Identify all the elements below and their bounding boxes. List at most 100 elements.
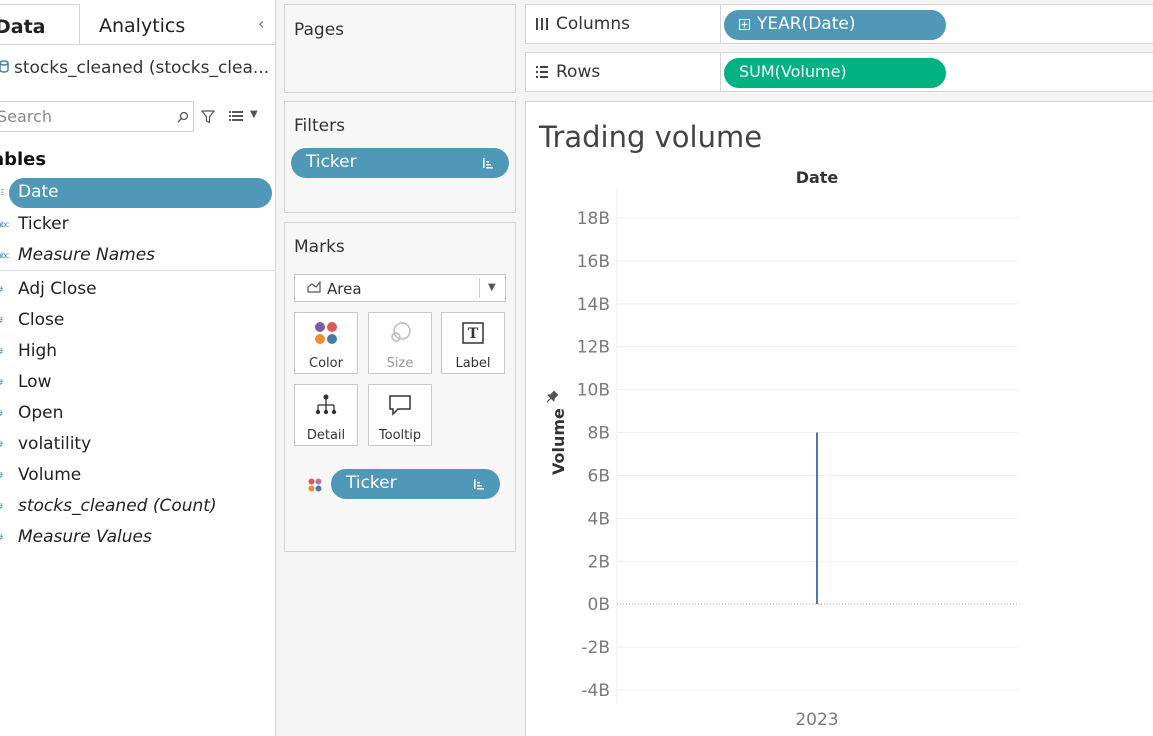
data-pane: Data Analytics ‹ stocks_cleaned (stocks_…	[0, 0, 276, 736]
columns-shelf-label: Columns	[556, 14, 630, 34]
field-label: Ticker	[18, 214, 69, 234]
field-item[interactable]: ☷ Date	[0, 178, 275, 208]
rows-icon	[536, 66, 548, 78]
chevron-down-icon[interactable]: ▼	[250, 109, 258, 120]
filter-pill-ticker[interactable]: Ticker	[291, 148, 509, 178]
x-category-label: 2023	[795, 710, 838, 730]
chevron-down-icon: ▼	[488, 282, 496, 293]
field-label: Date	[18, 182, 59, 202]
field-item[interactable]: # Measure Values	[0, 523, 275, 553]
string-field-icon: abc	[0, 220, 9, 229]
size-button[interactable]: Size	[368, 312, 432, 374]
field-label: volatility	[18, 434, 92, 454]
tab-analytics[interactable]: Analytics	[99, 15, 186, 37]
y-tick-label: -4B	[581, 681, 610, 701]
worksheet-view[interactable]: Trading volume 18B 16B 14B 12B 10B 8B 6B 4B 2B 0B…	[525, 101, 1153, 736]
dropdown-separator	[479, 278, 480, 298]
field-item[interactable]: abc Measure Names	[0, 241, 275, 271]
field-item[interactable]: # Adj Close	[0, 275, 275, 305]
color-pill-label: Ticker	[346, 473, 397, 493]
string-field-icon: abc	[0, 251, 9, 260]
field-label: Measure Names	[18, 245, 156, 265]
text-label-icon: T	[462, 322, 484, 344]
measure-field-icon: #	[0, 378, 4, 387]
filter-icon[interactable]	[201, 110, 215, 124]
label-button-label: Label	[455, 356, 491, 371]
worksheet-title: Trading volume	[539, 120, 763, 154]
y-tick-label: 4B	[588, 509, 610, 529]
shelf-divider	[720, 5, 721, 43]
column-header-date: Date	[796, 168, 839, 187]
rows-pill-label: SUM(Volume)	[739, 62, 847, 81]
measure-field-icon: #	[0, 471, 4, 480]
dimension-measure-divider	[0, 270, 275, 271]
columns-icon	[536, 18, 548, 30]
field-label: High	[18, 341, 58, 361]
field-search-box[interactable]	[0, 101, 194, 132]
field-item[interactable]: # stocks_cleaned (Count)	[0, 492, 275, 522]
detail-button[interactable]: Detail	[294, 384, 358, 446]
field-item[interactable]: # Open	[0, 399, 275, 429]
columns-shelf[interactable]: Columns YEAR(Date)	[525, 4, 1153, 44]
pages-title: Pages	[294, 20, 345, 40]
pane-tabs: Data Analytics ‹	[0, 0, 275, 45]
rows-pill-sum-volume[interactable]: SUM(Volume)	[724, 58, 946, 88]
measure-field-icon: #	[0, 285, 4, 294]
mark-type-dropdown[interactable]: Area ▼	[294, 274, 506, 302]
columns-pill-year-date[interactable]: YEAR(Date)	[724, 10, 946, 40]
shelf-divider	[720, 53, 721, 91]
measure-field-icon: #	[0, 347, 4, 356]
list-view-icon[interactable]	[229, 111, 243, 121]
detail-hierarchy-icon	[315, 394, 337, 415]
datasource-label: stocks_cleaned (stocks_clea...	[14, 58, 270, 78]
field-item[interactable]: # High	[0, 337, 275, 367]
color-pill-ticker[interactable]: Ticker	[331, 469, 500, 499]
rows-shelf[interactable]: Rows SUM(Volume)	[525, 52, 1153, 92]
color-button-label: Color	[309, 356, 343, 371]
y-tick-label: 8B	[588, 424, 610, 444]
volume-chart[interactable]: 18B 16B 14B 12B 10B 8B 6B 4B 2B 0B -2B -4B Date Volum…	[526, 102, 1153, 736]
field-item[interactable]: # Low	[0, 368, 275, 398]
field-search-input[interactable]	[0, 107, 167, 126]
tab-data[interactable]: Data	[0, 4, 80, 44]
tab-data-label: Data	[0, 16, 46, 38]
expand-plus-icon[interactable]	[739, 19, 750, 30]
color-dots-icon	[308, 478, 322, 492]
y-tick-label: 10B	[577, 381, 610, 401]
area-chart-icon	[307, 281, 321, 293]
y-tick-label: 18B	[577, 209, 610, 229]
size-icon	[391, 322, 411, 342]
collapse-pane-icon[interactable]: ‹	[258, 14, 265, 33]
measure-field-icon: #	[0, 316, 4, 325]
color-dots-icon	[315, 322, 337, 344]
pages-card[interactable]: Pages	[284, 4, 516, 93]
measure-field-icon: #	[0, 440, 4, 449]
columns-pill-label: YEAR(Date)	[757, 14, 856, 34]
field-label: Low	[18, 372, 52, 392]
sort-icon	[474, 479, 484, 490]
field-item[interactable]: abc Ticker	[0, 210, 275, 240]
datasource-item[interactable]: stocks_cleaned (stocks_clea...	[0, 54, 275, 84]
y-tick-label: 16B	[577, 252, 610, 272]
field-label: Close	[18, 310, 65, 330]
mark-type-label: Area	[327, 280, 362, 298]
search-icon[interactable]	[177, 111, 189, 123]
tooltip-button[interactable]: Tooltip	[368, 384, 432, 446]
field-item[interactable]: # Close	[0, 306, 275, 336]
label-button[interactable]: T Label	[441, 312, 505, 374]
pin-icon[interactable]	[544, 389, 560, 405]
measure-field-icon: #	[0, 409, 4, 418]
field-selection-pill	[9, 178, 272, 208]
detail-button-label: Detail	[306, 428, 346, 443]
field-item[interactable]: # Volume	[0, 461, 275, 491]
measure-field-icon: #	[0, 533, 4, 542]
filters-title: Filters	[294, 116, 345, 136]
color-button[interactable]: Color	[294, 312, 358, 374]
datasource-icon	[0, 60, 9, 73]
field-item[interactable]: # volatility	[0, 430, 275, 460]
filters-card[interactable]: Filters Ticker	[284, 101, 516, 213]
y-tick-label: 2B	[588, 552, 610, 572]
y-axis-title[interactable]: Volume	[549, 408, 568, 475]
sort-icon	[483, 158, 493, 169]
tooltip-button-label: Tooltip	[378, 428, 422, 443]
